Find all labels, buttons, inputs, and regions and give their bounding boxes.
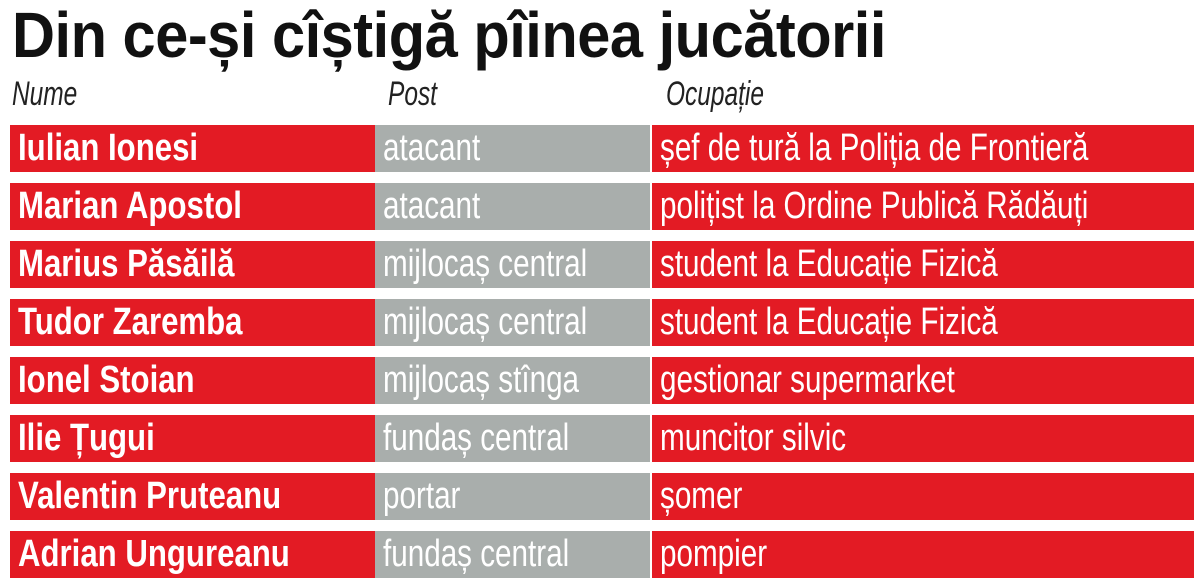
player-name: Adrian Ungureanu bbox=[18, 533, 290, 575]
player-occupation: muncitor silvic bbox=[660, 417, 847, 459]
table-row: Ilie Țugui fundaș central muncitor silvic bbox=[10, 415, 1194, 462]
player-position: portar bbox=[383, 475, 461, 517]
player-name-cell: Tudor Zaremba bbox=[10, 299, 375, 346]
player-name: Ilie Țugui bbox=[18, 417, 155, 459]
player-position-cell: fundaș central bbox=[375, 531, 650, 578]
player-occupation-cell: student la Educație Fizică bbox=[652, 241, 1194, 288]
player-occupation-cell: polițist la Ordine Publică Rădăuți bbox=[652, 183, 1194, 230]
player-position-cell: fundaș central bbox=[375, 415, 650, 462]
table-row: Ionel Stoian mijlocaș stînga gestionar sup… bbox=[10, 357, 1194, 404]
player-position-cell: mijlocaș central bbox=[375, 299, 650, 346]
table-row: Adrian Ungureanu fundaș central pompier bbox=[10, 531, 1194, 578]
player-name: Tudor Zaremba bbox=[18, 301, 243, 343]
player-name: Marius Păsăilă bbox=[18, 243, 235, 285]
player-name-cell: Marian Apostol bbox=[10, 183, 375, 230]
table-row: Tudor Zaremba mijlocaș central student la … bbox=[10, 299, 1194, 346]
player-occupation-cell: muncitor silvic bbox=[652, 415, 1194, 462]
header-position: Post bbox=[388, 75, 437, 113]
player-occupation: student la Educație Fizică bbox=[660, 243, 998, 285]
player-position: mijlocaș stînga bbox=[383, 359, 580, 401]
player-position-cell: atacant bbox=[375, 125, 650, 172]
player-name-cell: Ilie Țugui bbox=[10, 415, 375, 462]
player-name: Ionel Stoian bbox=[18, 359, 195, 401]
player-position: fundaș central bbox=[383, 533, 570, 575]
player-name-cell: Iulian Ionesi bbox=[10, 125, 375, 172]
player-occupation: șef de tură la Poliția de Frontieră bbox=[660, 127, 1089, 169]
header-name: Nume bbox=[12, 75, 78, 113]
page-title: Din ce-și cîștigă pîinea jucătorii bbox=[12, 0, 886, 71]
player-position: atacant bbox=[383, 185, 481, 227]
player-name-cell: Valentin Pruteanu bbox=[10, 473, 375, 520]
player-occupation-cell: șomer bbox=[652, 473, 1194, 520]
player-name: Marian Apostol bbox=[18, 185, 242, 227]
player-name: Iulian Ionesi bbox=[18, 127, 199, 169]
player-name-cell: Marius Păsăilă bbox=[10, 241, 375, 288]
table-row: Valentin Pruteanu portar șomer bbox=[10, 473, 1194, 520]
player-occupation-cell: gestionar supermarket bbox=[652, 357, 1194, 404]
player-position: fundaș central bbox=[383, 417, 570, 459]
player-occupation-cell: student la Educație Fizică bbox=[652, 299, 1194, 346]
player-occupation: polițist la Ordine Publică Rădăuți bbox=[660, 185, 1089, 227]
player-position-cell: portar bbox=[375, 473, 650, 520]
header-occupation: Ocupație bbox=[666, 75, 764, 113]
player-position-cell: mijlocaș central bbox=[375, 241, 650, 288]
player-position-cell: mijlocaș stînga bbox=[375, 357, 650, 404]
table-row: Marius Păsăilă mijlocaș central student la… bbox=[10, 241, 1194, 288]
player-occupation: pompier bbox=[660, 533, 768, 575]
player-position: atacant bbox=[383, 127, 481, 169]
table-row: Iulian Ionesi atacant șef de tură la Poliț… bbox=[10, 125, 1194, 172]
player-position: mijlocaș central bbox=[383, 243, 588, 285]
player-name-cell: Adrian Ungureanu bbox=[10, 531, 375, 578]
player-occupation-cell: șef de tură la Poliția de Frontieră bbox=[652, 125, 1194, 172]
player-name-cell: Ionel Stoian bbox=[10, 357, 375, 404]
player-position-cell: atacant bbox=[375, 183, 650, 230]
player-occupation: gestionar supermarket bbox=[660, 359, 955, 401]
table-row: Marian Apostol atacant polițist la Ordine … bbox=[10, 183, 1194, 230]
player-occupation: student la Educație Fizică bbox=[660, 301, 998, 343]
player-position: mijlocaș central bbox=[383, 301, 588, 343]
player-occupation-cell: pompier bbox=[652, 531, 1194, 578]
player-occupation: șomer bbox=[660, 475, 743, 517]
player-name: Valentin Pruteanu bbox=[18, 475, 282, 517]
